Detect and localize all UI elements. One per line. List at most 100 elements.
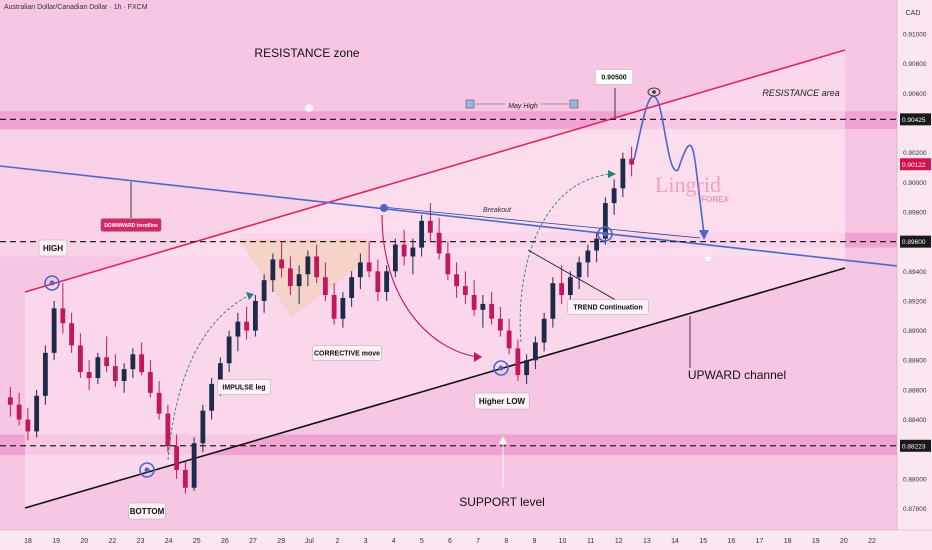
high-label-text: HIGH <box>43 244 63 253</box>
price-label-text-2: 0.89600 <box>902 239 926 246</box>
eye-icon <box>647 87 661 97</box>
resistance-area-label: RESISTANCE area <box>762 88 839 98</box>
candle-body-41 <box>366 262 372 272</box>
candle-body-71 <box>629 158 635 165</box>
candle-54 <box>480 295 486 328</box>
candle-52 <box>462 271 468 304</box>
candle-2 <box>25 407 31 441</box>
high-label: HIGH <box>38 239 68 257</box>
candle-14 <box>130 348 136 379</box>
candle-46 <box>410 238 416 275</box>
candle-57 <box>506 318 512 355</box>
candle-70 <box>620 152 626 198</box>
candle-body-54 <box>480 303 486 310</box>
candle-body-38 <box>340 297 346 319</box>
candle-body-32 <box>287 268 293 287</box>
candle-body-51 <box>454 274 460 287</box>
candle-0 <box>7 386 13 417</box>
y-tick-13: 0.87800 <box>903 506 927 513</box>
callout-price-label: 0.90500 <box>595 69 633 85</box>
candle-body-60 <box>532 342 538 361</box>
corrective-label: CORRECTIVE move <box>312 345 382 361</box>
x-tick-3: 22 <box>109 538 117 545</box>
candle-body-20 <box>182 469 188 488</box>
breakout-point <box>380 204 388 212</box>
candle-4 <box>42 345 48 405</box>
y-tick-8: 0.89000 <box>903 328 927 335</box>
x-tick-5: 24 <box>165 538 173 545</box>
breakout-connector <box>381 206 701 239</box>
star-icon: ★ <box>703 253 713 265</box>
candle-body-27 <box>244 321 250 331</box>
price-label-text-3: 0.88223 <box>902 443 926 450</box>
candle-66 <box>585 244 591 278</box>
candle-body-65 <box>576 262 582 278</box>
candle-body-36 <box>322 277 328 296</box>
candle-body-55 <box>489 303 495 319</box>
y-tick-6: 0.89400 <box>903 269 927 276</box>
support-pointer-head <box>499 436 507 444</box>
price-label-2: 0.89600 <box>900 235 931 248</box>
candle-body-53 <box>471 295 477 310</box>
candle-body-68 <box>602 203 608 239</box>
candle-48 <box>427 203 433 242</box>
candle-body-64 <box>567 277 573 296</box>
candle-body-40 <box>357 262 363 278</box>
x-tick-9: 29 <box>277 538 285 545</box>
candle-11 <box>104 336 110 373</box>
x-tick-20: 11 <box>587 538 594 545</box>
x-tick-21: 12 <box>615 538 623 545</box>
watermark-main: Lingrid <box>655 172 721 197</box>
candle-20 <box>182 461 188 494</box>
downward-trendline <box>0 165 898 267</box>
info-icon <box>305 104 313 112</box>
candle-body-14 <box>130 354 136 370</box>
candle-39 <box>349 271 355 307</box>
breakout-label: Breakout <box>483 207 512 214</box>
price-label-0: 0.90425 <box>900 113 931 126</box>
candle-body-69 <box>611 188 617 204</box>
trend-cont-label-text: TREND Continuation <box>573 305 642 312</box>
triangle-pattern <box>239 239 369 317</box>
candle-30 <box>270 253 276 293</box>
x-tick-11: 2 <box>336 538 340 545</box>
upward-channel-label: UPWARD channel <box>688 368 786 382</box>
currency-label: CAD <box>906 10 921 17</box>
candle-29 <box>261 274 267 313</box>
bottom-marker <box>139 462 155 478</box>
projection-path <box>633 95 705 235</box>
candle-21 <box>191 437 197 491</box>
candle-body-35 <box>314 256 320 278</box>
higher-low-marker-dot <box>498 365 504 371</box>
candle-45 <box>401 229 407 266</box>
candle-5 <box>51 300 57 361</box>
candle-37 <box>331 283 337 325</box>
support-level-label: SUPPORT level <box>459 495 545 509</box>
candle-58 <box>515 339 521 381</box>
candle-17 <box>156 380 162 420</box>
candle-body-26 <box>235 321 241 337</box>
candle-body-12 <box>112 366 118 381</box>
candle-body-25 <box>226 336 232 364</box>
candle-body-4 <box>42 352 48 396</box>
corrective-arrowhead <box>474 352 482 362</box>
candle-body-6 <box>60 308 66 324</box>
candle-62 <box>550 277 556 328</box>
candle-10 <box>95 352 101 384</box>
eye-icon-pupil <box>652 90 656 94</box>
x-tick-0: 18 <box>24 538 32 545</box>
may-high-label: May High <box>508 103 538 110</box>
impulse-arrowhead <box>246 292 254 300</box>
candle-71 <box>629 146 635 177</box>
impulse-label: IMPULSE leg <box>217 379 271 395</box>
candle-body-31 <box>279 259 285 269</box>
may-high-left-check-icon <box>465 99 475 109</box>
candle-body-63 <box>559 283 565 296</box>
candle-body-7 <box>69 323 75 346</box>
candle-6 <box>60 283 66 334</box>
candle-body-30 <box>270 259 276 281</box>
candle-23 <box>209 378 215 420</box>
chart-title: Australian Dollar/Canadian Dollar · 1h ·… <box>4 4 148 11</box>
time-axis-bg <box>0 530 932 550</box>
